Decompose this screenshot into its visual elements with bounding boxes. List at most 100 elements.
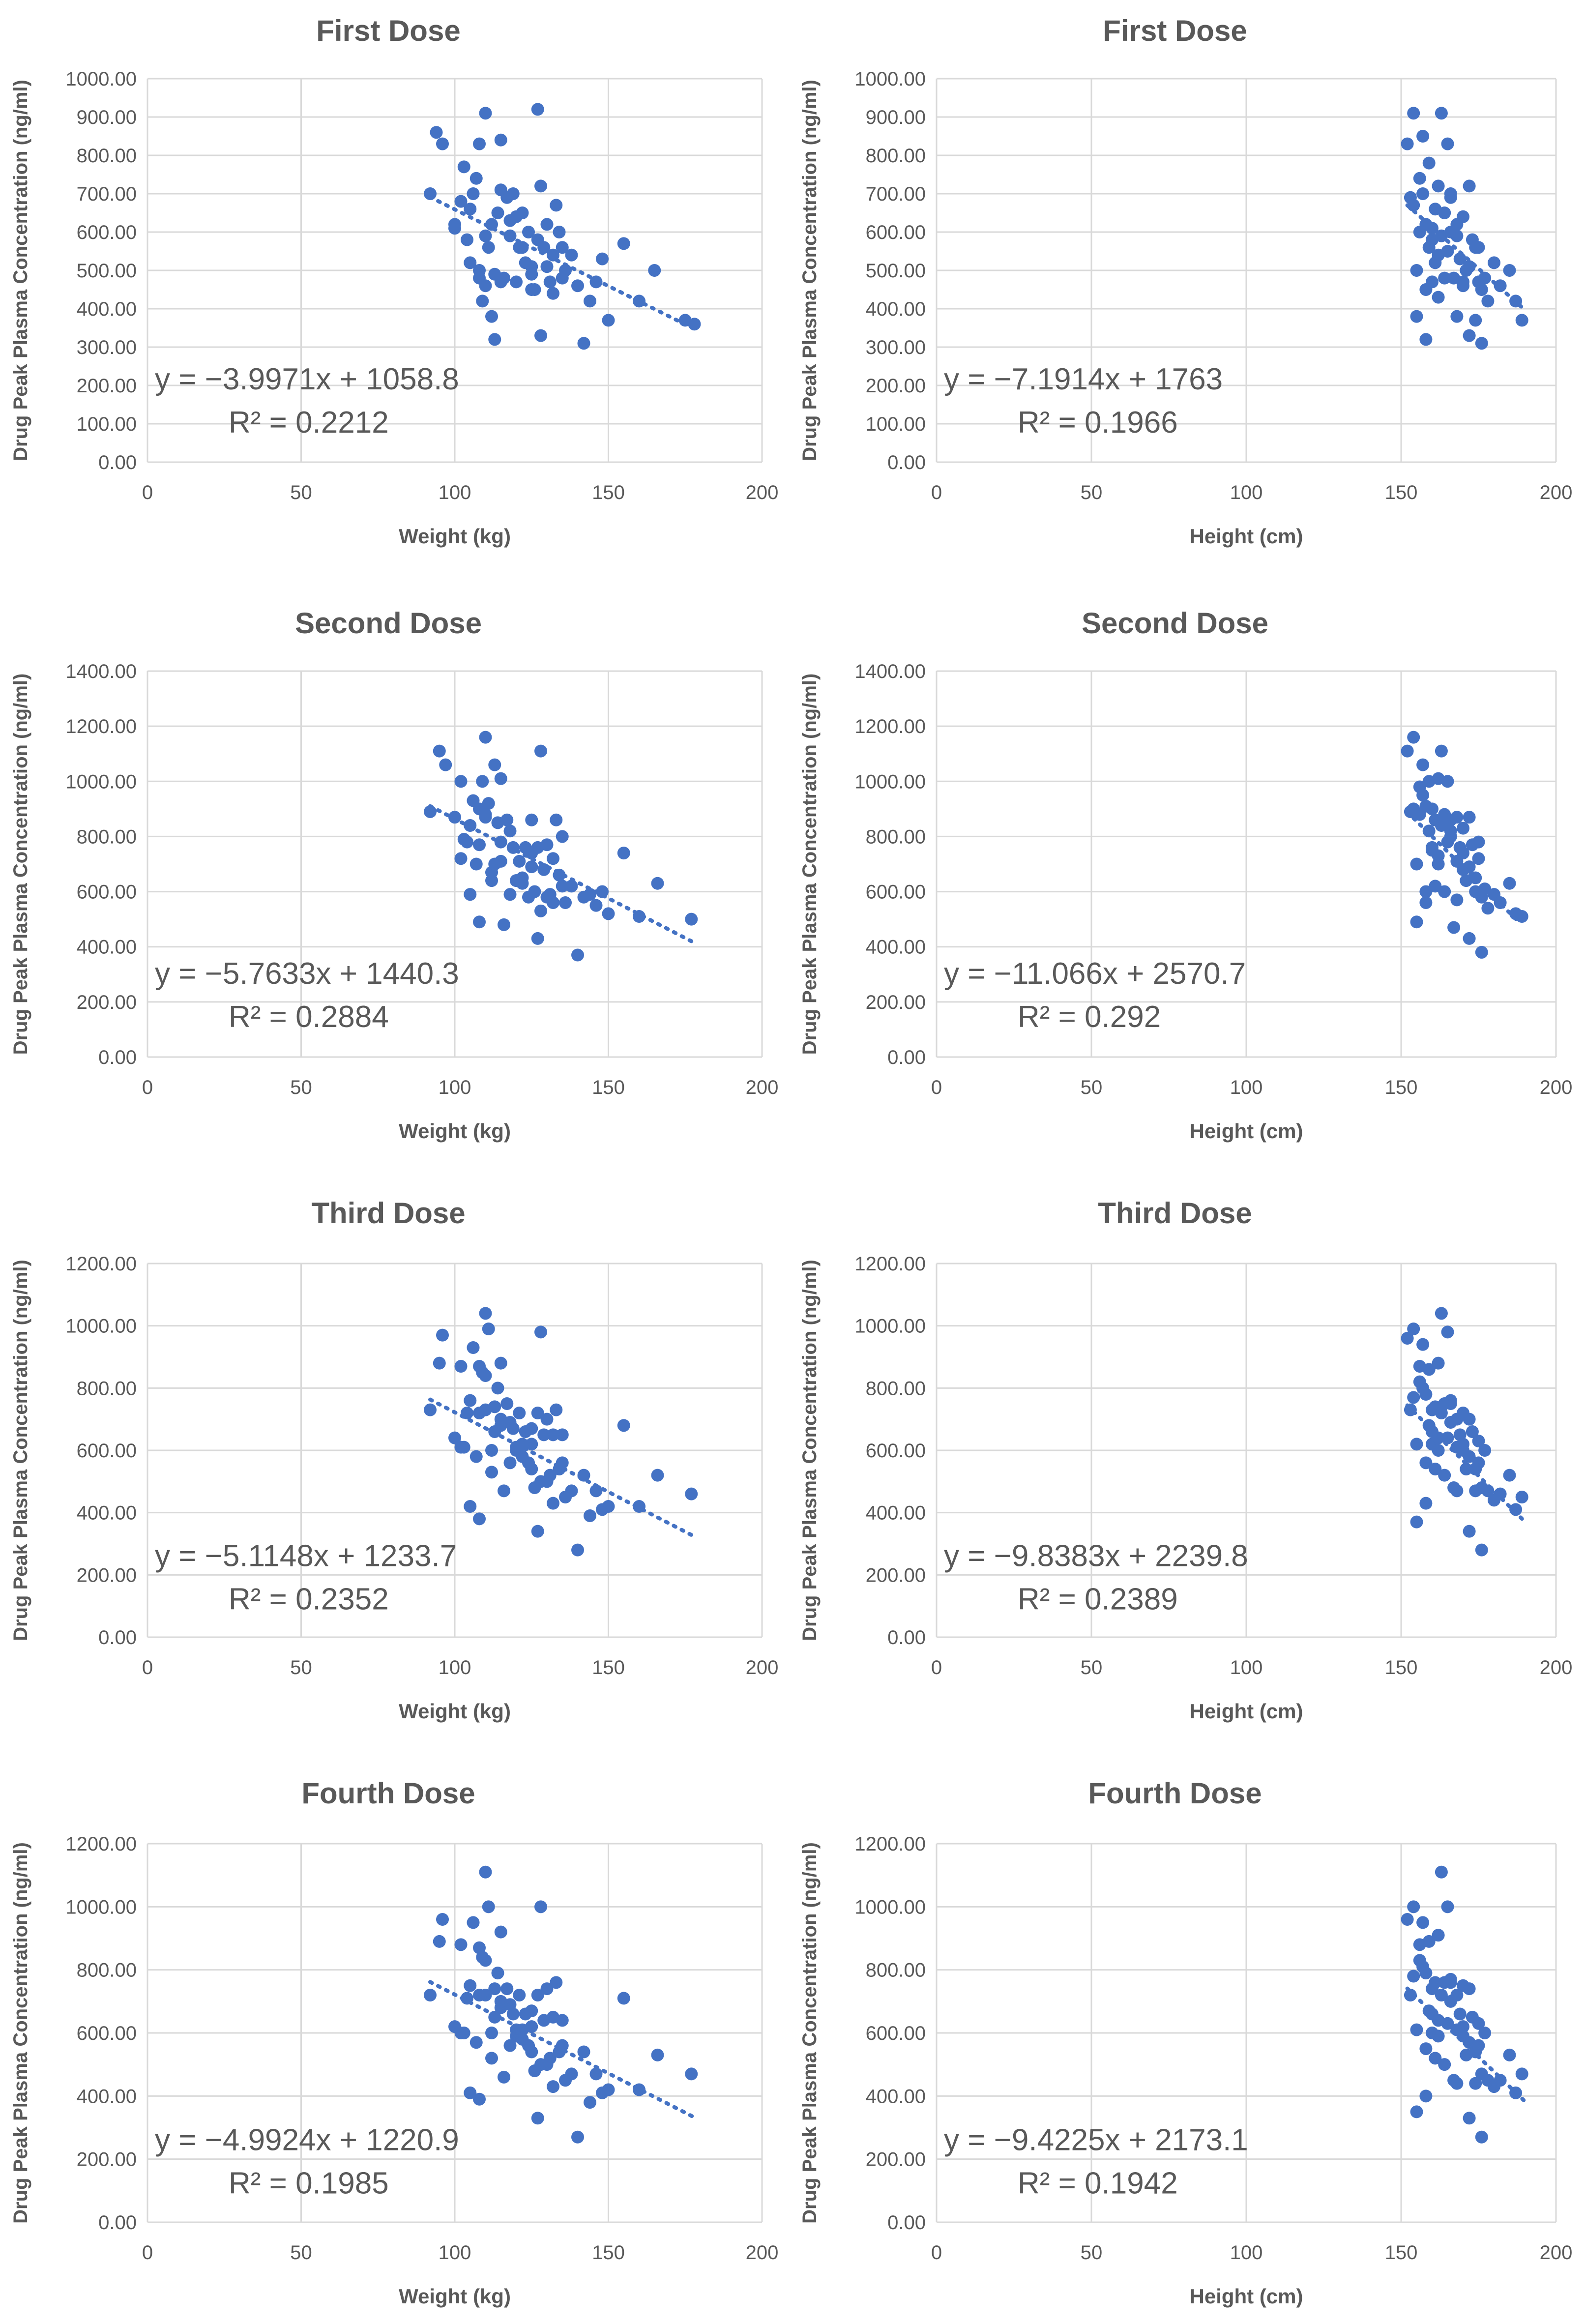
chart-panel-1: 0.00 100.00 200.00 300.00 400.00 500.00 600.00… <box>10 14 778 548</box>
data-point <box>1475 2067 1488 2081</box>
data-point <box>651 877 664 890</box>
y-tick-label: 1400.00 <box>854 661 926 682</box>
data-point <box>436 1913 449 1926</box>
data-point <box>584 2096 596 2109</box>
data-point <box>1481 294 1495 308</box>
data-point <box>531 103 544 116</box>
data-point <box>1432 849 1445 862</box>
data-point <box>547 1428 559 1441</box>
data-point <box>1457 275 1469 289</box>
data-point <box>510 210 523 223</box>
data-point <box>577 337 590 350</box>
data-point <box>516 1450 529 1463</box>
x-tick-label: 150 <box>1385 1657 1418 1678</box>
r-squared-label: R² = 0.1985 <box>229 2167 389 2201</box>
data-point <box>1450 893 1464 907</box>
x-tick-label: 200 <box>1540 1657 1573 1678</box>
data-point <box>479 731 492 744</box>
x-tick-label: 0 <box>142 482 153 503</box>
y-axis-label: Drug Peak Plasma Concentration (ng/ml) <box>10 674 31 1055</box>
y-tick-label: 400.00 <box>77 937 137 958</box>
data-point <box>424 1403 437 1416</box>
data-point <box>1503 264 1516 277</box>
data-point <box>448 222 461 235</box>
data-point <box>534 744 547 758</box>
y-tick-label: 1000.00 <box>854 771 926 793</box>
y-tick-label: 400.00 <box>866 937 926 958</box>
data-point <box>617 1992 630 2005</box>
data-point <box>685 2067 698 2081</box>
data-point <box>531 841 544 854</box>
data-point <box>467 1341 480 1354</box>
data-point <box>1407 731 1420 744</box>
data-point <box>433 1935 446 1948</box>
data-point <box>473 1941 486 1954</box>
data-point <box>510 275 523 289</box>
x-tick-label: 150 <box>592 1657 625 1678</box>
x-axis-label: Weight (kg) <box>399 525 511 548</box>
x-tick-label: 50 <box>290 1077 312 1098</box>
trendline <box>1405 203 1524 310</box>
data-point <box>565 1484 578 1498</box>
data-point <box>1438 271 1451 285</box>
data-point <box>1410 857 1423 871</box>
y-tick-label: 300.00 <box>866 337 926 358</box>
x-tick-label: 150 <box>1385 2242 1418 2264</box>
data-point <box>540 260 554 273</box>
data-point <box>1441 137 1454 150</box>
y-tick-label: 0.00 <box>887 2212 926 2234</box>
data-point <box>602 314 615 327</box>
y-tick-label: 0.00 <box>887 1627 926 1648</box>
y-tick-label: 0.00 <box>98 452 137 473</box>
x-tick-label: 150 <box>1385 482 1418 503</box>
data-point <box>1407 107 1420 120</box>
y-tick-label: 600.00 <box>77 2023 137 2044</box>
data-point <box>525 260 538 273</box>
trendline <box>428 1980 697 2119</box>
data-point <box>513 854 526 868</box>
data-point <box>1401 1913 1414 1926</box>
data-point <box>1463 1982 1476 1996</box>
data-point <box>1410 264 1423 277</box>
x-tick-label: 200 <box>746 482 779 503</box>
data-point <box>550 1976 563 1989</box>
data-point <box>494 133 507 147</box>
x-tick-label: 100 <box>439 482 471 503</box>
regression-equation: y = −4.9924x + 1220.9 <box>155 2123 459 2157</box>
y-tick-label: 300.00 <box>77 337 137 358</box>
data-point <box>485 2027 498 2039</box>
data-point <box>589 899 603 912</box>
data-point <box>494 772 507 785</box>
data-point <box>433 744 446 758</box>
data-point <box>448 1431 461 1444</box>
data-point <box>464 256 477 269</box>
x-tick-label: 150 <box>592 2242 625 2264</box>
data-point <box>470 1450 483 1463</box>
data-point <box>1463 1412 1476 1426</box>
y-tick-label: 200.00 <box>77 1564 137 1586</box>
data-point <box>1475 283 1488 296</box>
data-point <box>454 1938 468 1951</box>
data-point <box>470 857 483 871</box>
data-point <box>602 1500 615 1513</box>
data-point <box>1457 210 1469 223</box>
data-point <box>464 1394 477 1407</box>
data-point <box>1463 932 1476 945</box>
data-point <box>473 1360 486 1373</box>
chart-panel-3: 0.00 200.00 400.00 600.00 800.00 1000.00 1200.… <box>10 607 778 1143</box>
data-point <box>1435 1307 1448 1320</box>
y-tick-label: 900.00 <box>77 107 137 128</box>
data-point <box>556 1428 569 1441</box>
x-tick-label: 100 <box>1230 2242 1263 2264</box>
data-point <box>461 233 473 246</box>
data-point <box>1457 822 1469 835</box>
data-point <box>473 264 486 277</box>
data-point <box>1432 248 1445 262</box>
chart-title: Third Dose <box>311 1197 465 1230</box>
y-tick-label: 1000.00 <box>854 1896 926 1918</box>
data-point <box>1481 902 1495 915</box>
data-point <box>531 1525 544 1538</box>
data-point <box>494 1356 507 1370</box>
y-axis-label: Drug Peak Plasma Concentration (ng/ml) <box>799 1260 821 1641</box>
x-tick-label: 100 <box>439 1657 471 1678</box>
